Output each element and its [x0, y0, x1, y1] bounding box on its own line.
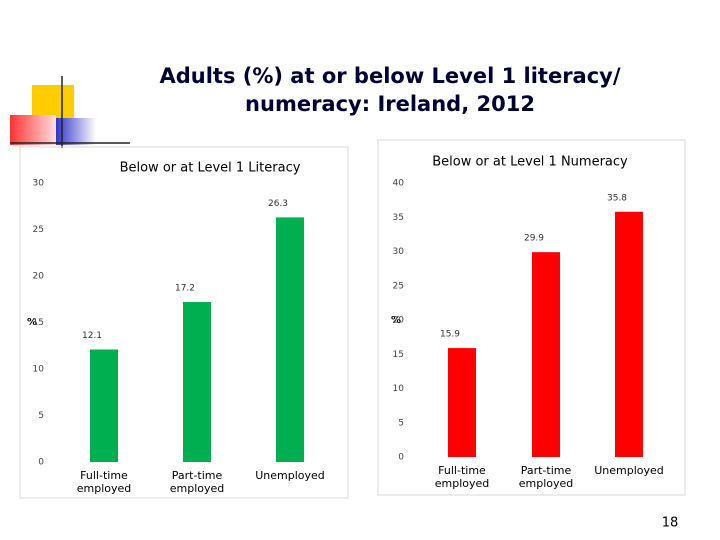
bar: [615, 211, 643, 457]
chart-frame: [19, 146, 349, 499]
y-tick-label: 20: [393, 316, 405, 326]
x-tick-label: Unemployed: [255, 469, 325, 482]
title-box: Adults (%) at or below Level 1 literacy/…: [159, 64, 621, 116]
bar: [532, 252, 560, 457]
y-tick-label: 30: [33, 179, 45, 189]
page-number: 18: [662, 516, 679, 531]
y-tick-label: 15: [33, 318, 44, 328]
y-axis-label: %: [27, 317, 37, 328]
x-tick-label: Full-time employed: [76, 469, 132, 495]
y-tick-label: 35: [393, 213, 404, 223]
value-label: 35.8: [607, 193, 627, 203]
x-tick-box: Unemployed: [594, 464, 664, 477]
value-label: 26.3: [268, 199, 288, 209]
y-tick-label: 5: [38, 411, 44, 421]
bar: [276, 217, 304, 462]
x-tick-label: Part-time employed: [169, 469, 225, 495]
x-tick-box: Part-time employed: [169, 469, 225, 495]
y-axis-label: %: [391, 315, 401, 326]
chart-frame: [377, 139, 686, 496]
y-tick-label: 25: [393, 281, 404, 291]
x-tick-label: Part-time employed: [518, 464, 574, 490]
value-label: 15.9: [440, 330, 460, 340]
y-tick-label: 5: [398, 418, 404, 428]
y-tick-label: 10: [33, 365, 45, 375]
x-tick-label: Unemployed: [594, 464, 664, 477]
x-tick-label: Full-time employed: [434, 464, 490, 490]
x-tick-box: Full-time employed: [434, 464, 490, 490]
bar: [90, 349, 118, 462]
y-tick-label: 0: [398, 453, 404, 463]
chart-title: Below or at Level 1 Numeracy: [432, 155, 628, 170]
bar: [183, 302, 211, 462]
x-tick-box: Part-time employed: [518, 464, 574, 490]
y-tick-label: 0: [38, 458, 44, 468]
deco-square: [10, 115, 56, 145]
bar: [448, 348, 476, 457]
value-label: 29.9: [524, 234, 544, 244]
y-tick-label: 20: [33, 272, 45, 282]
value-label: 12.1: [82, 331, 102, 341]
x-tick-box: Full-time employed: [76, 469, 132, 495]
y-tick-label: 30: [393, 247, 405, 257]
y-tick-label: 40: [393, 179, 405, 189]
y-tick-label: 15: [393, 350, 404, 360]
y-tick-label: 10: [393, 384, 405, 394]
y-tick-label: 25: [33, 225, 44, 235]
x-tick-box: Unemployed: [255, 469, 325, 482]
slide-title: Adults (%) at or below Level 1 literacy/…: [159, 64, 621, 116]
chart-title: Below or at Level 1 Literacy: [120, 161, 301, 176]
value-label: 17.2: [175, 284, 195, 294]
